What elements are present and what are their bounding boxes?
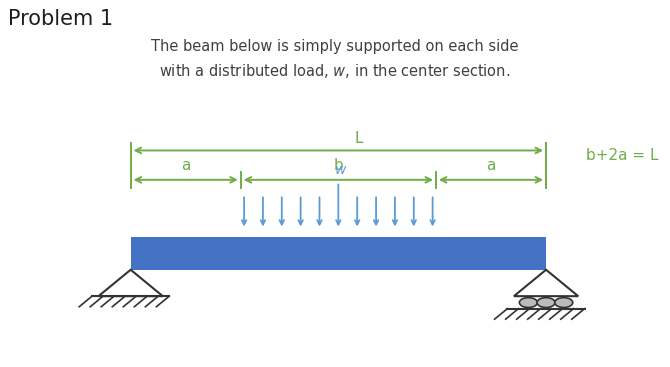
Text: b+2a = L: b+2a = L: [586, 149, 659, 163]
Text: Problem 1: Problem 1: [8, 9, 113, 29]
Text: with a distributed load, $\mathit{w}$, in the center section.: with a distributed load, $\mathit{w}$, i…: [159, 62, 511, 80]
Text: w: w: [335, 163, 346, 177]
Circle shape: [519, 298, 537, 308]
Text: The beam below is simply supported on each side: The beam below is simply supported on ea…: [151, 39, 519, 54]
Text: a: a: [486, 158, 496, 173]
Text: b: b: [334, 158, 343, 173]
Circle shape: [537, 298, 555, 308]
Bar: [131, 237, 546, 270]
Circle shape: [555, 298, 573, 308]
Text: a: a: [181, 158, 190, 173]
Text: L: L: [354, 131, 362, 146]
